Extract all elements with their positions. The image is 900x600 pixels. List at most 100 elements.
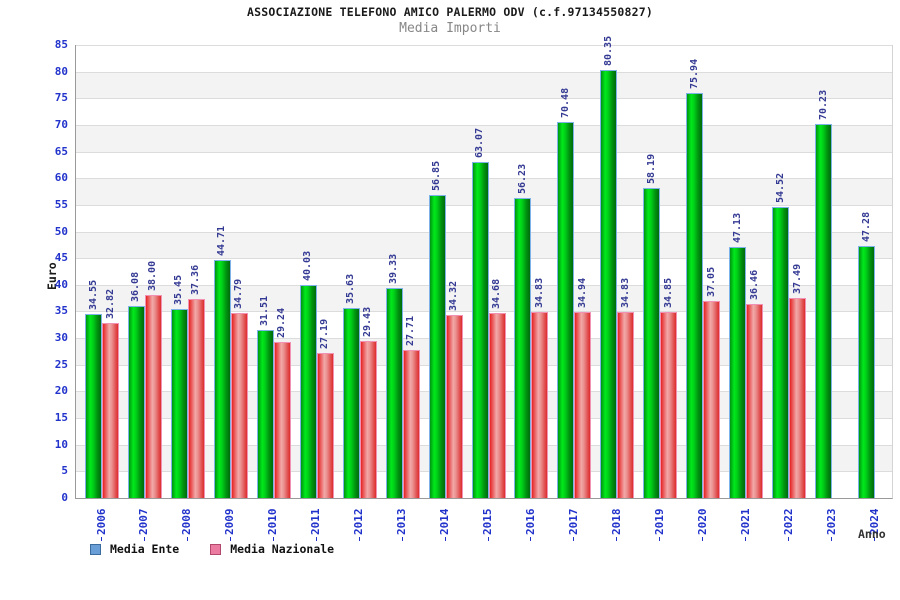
bar-media-ente-2006 bbox=[85, 313, 102, 498]
chart-subtitle: Media Importi bbox=[399, 21, 501, 36]
y-tick-label: 80 bbox=[54, 64, 68, 78]
bar-value-label: 29.43 bbox=[362, 307, 374, 338]
x-tick-mark bbox=[101, 537, 102, 541]
bar-media-nazionale-2009 bbox=[230, 312, 248, 498]
bar-value-label: 27.71 bbox=[405, 316, 417, 347]
bar-media-ente-2023 bbox=[815, 123, 833, 498]
bar-value-label: 34.83 bbox=[619, 278, 631, 309]
x-tick-mark bbox=[831, 537, 833, 541]
plot-area: 34.55 32.82 36.08 38.00 35.45 37.36 44.71 34.79… bbox=[75, 36, 893, 499]
y-tick-label: 75 bbox=[54, 91, 68, 105]
x-axis-title: Anno bbox=[858, 527, 886, 541]
plot-band bbox=[76, 124, 892, 152]
bar-media-ente-2013 bbox=[385, 288, 403, 498]
bar-value-label: 27.19 bbox=[319, 318, 331, 350]
bar-value-label: 34.68 bbox=[491, 279, 503, 310]
x-tick-label-2010: 2010 bbox=[266, 508, 280, 536]
bar-value-label: 63.07 bbox=[474, 127, 486, 158]
x-tick-mark bbox=[573, 537, 575, 541]
bar-value-label: 75.94 bbox=[688, 59, 700, 90]
x-tick-mark bbox=[358, 537, 360, 541]
y-tick-label: 0 bbox=[61, 491, 68, 504]
x-tick-label-2013: 2013 bbox=[395, 508, 409, 536]
bar-value-label: 56.85 bbox=[431, 160, 443, 192]
x-tick-mark bbox=[487, 537, 489, 541]
bar-media-nazionale-2012 bbox=[359, 341, 377, 498]
x-tick-label-2015: 2015 bbox=[481, 508, 495, 536]
legend-swatch-media-nazionale bbox=[210, 543, 222, 555]
x-tick-label-2012: 2012 bbox=[352, 508, 366, 536]
bar-value-label: 70.48 bbox=[559, 88, 571, 119]
chart-title: ASSOCIAZIONE TELEFONO AMICO PALERMO ODV … bbox=[246, 5, 654, 19]
bar-value-label: 40.03 bbox=[302, 250, 314, 281]
bar-media-nazionale-2013 bbox=[402, 350, 420, 498]
bar-value-label: 54.52 bbox=[774, 173, 786, 204]
bar-value-label: 37.49 bbox=[791, 264, 803, 295]
x-tick-mark bbox=[745, 537, 747, 541]
bar-media-nazionale-2022 bbox=[789, 298, 807, 498]
y-tick-label: 20 bbox=[54, 384, 68, 398]
bar-value-label: 31.51 bbox=[259, 295, 271, 327]
x-tick-label-2020: 2020 bbox=[695, 508, 709, 536]
y-tick-label: 55 bbox=[54, 197, 68, 211]
bar-value-label: 34.94 bbox=[576, 277, 588, 308]
x-tick-label-2016: 2016 bbox=[523, 508, 537, 536]
bar-value-label: 32.82 bbox=[104, 288, 116, 320]
x-tick-label-2014: 2014 bbox=[438, 508, 452, 536]
y-tick-label: 15 bbox=[54, 411, 68, 425]
legend-swatch-media-ente bbox=[90, 543, 101, 555]
bar-media-ente-2021 bbox=[729, 246, 747, 498]
legend-label-media-ente: Media Ente bbox=[110, 542, 180, 556]
x-tick-label-2019: 2019 bbox=[652, 508, 666, 536]
bar-value-label: 35.45 bbox=[173, 274, 185, 306]
bar-value-label: 44.71 bbox=[216, 225, 228, 256]
x-tick-mark bbox=[530, 537, 532, 541]
x-tick-mark bbox=[702, 537, 704, 541]
bar-value-label: 47.28 bbox=[860, 211, 872, 243]
bar-media-ente-2011 bbox=[299, 284, 317, 498]
bar-media-ente-2008 bbox=[170, 309, 188, 498]
bar-value-label: 29.24 bbox=[276, 308, 288, 339]
x-tick-label-2018: 2018 bbox=[609, 508, 623, 536]
y-tick-label: 65 bbox=[54, 144, 68, 158]
x-tick-label-2006: 2006 bbox=[94, 508, 108, 536]
bar-value-label: 34.32 bbox=[448, 280, 460, 312]
x-tick-mark bbox=[659, 537, 661, 541]
bar-media-nazionale-2006 bbox=[102, 323, 119, 498]
bar-value-label: 34.83 bbox=[533, 278, 545, 309]
y-tick-label: 85 bbox=[54, 38, 68, 51]
x-tick-label-2008: 2008 bbox=[180, 508, 194, 536]
y-tick-label: 40 bbox=[54, 277, 68, 291]
y-tick-label: 60 bbox=[54, 171, 68, 185]
bar-media-ente-2022 bbox=[772, 207, 790, 498]
bar-value-label: 36.08 bbox=[130, 271, 142, 302]
y-tick-label: 70 bbox=[54, 117, 68, 131]
x-tick-mark bbox=[186, 537, 188, 541]
x-tick-mark bbox=[272, 537, 274, 541]
x-tick-label-2021: 2021 bbox=[738, 508, 752, 536]
x-tick-label-2011: 2011 bbox=[309, 508, 323, 536]
x-tick-mark bbox=[229, 537, 231, 541]
bar-media-nazionale-2010 bbox=[273, 342, 291, 498]
bar-value-label: 39.33 bbox=[388, 254, 400, 285]
x-tick-mark bbox=[444, 537, 446, 541]
y-tick-label: 10 bbox=[54, 437, 68, 451]
x-tick-mark bbox=[401, 537, 403, 541]
bar-media-nazionale-2017 bbox=[574, 311, 592, 498]
bar-value-label: 36.46 bbox=[748, 269, 760, 300]
bar-media-nazionale-2007 bbox=[144, 295, 162, 498]
bar-value-label: 34.85 bbox=[662, 278, 674, 309]
bar-media-ente-2018 bbox=[600, 69, 618, 498]
bar-media-nazionale-2018 bbox=[617, 312, 635, 498]
bar-media-nazionale-2019 bbox=[660, 312, 678, 498]
x-tick-mark bbox=[143, 537, 145, 541]
bar-value-label: 34.79 bbox=[233, 278, 245, 309]
bar-media-nazionale-2011 bbox=[316, 353, 334, 498]
bar-media-nazionale-2016 bbox=[531, 312, 549, 498]
y-tick-label: 35 bbox=[54, 304, 68, 318]
bar-media-ente-2024 bbox=[858, 246, 876, 498]
bar-media-nazionale-2020 bbox=[703, 300, 721, 498]
legend-label-media-nazionale: Media Nazionale bbox=[230, 542, 335, 556]
x-tick-label-2022: 2022 bbox=[781, 508, 795, 536]
bar-media-ente-2012 bbox=[342, 308, 360, 498]
